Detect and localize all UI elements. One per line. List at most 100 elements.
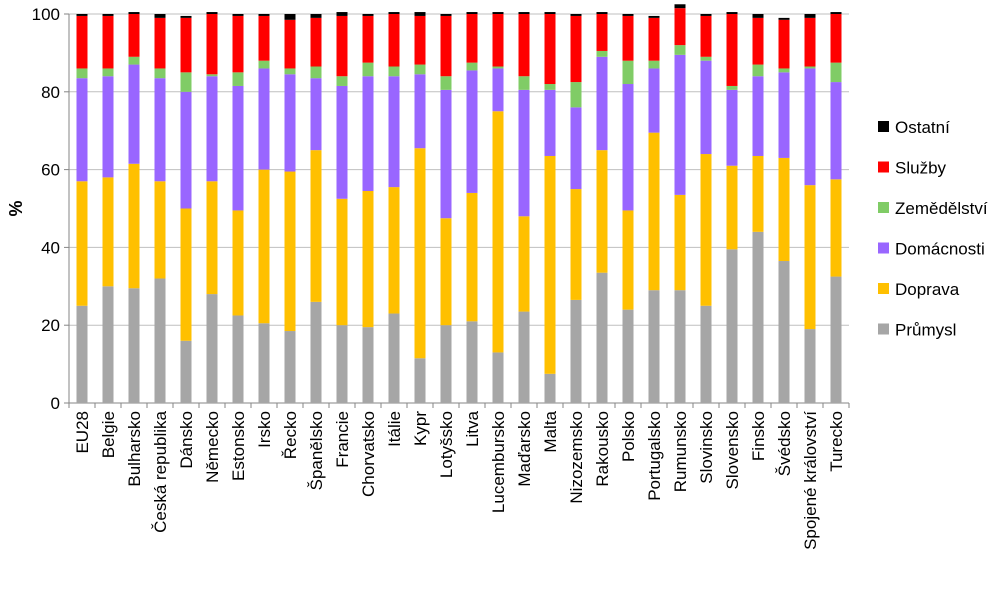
bar-segment [310,14,322,18]
bar-segment [804,68,816,186]
bar-segment [596,12,608,14]
bar-segment [674,4,686,9]
bar-segment [388,66,400,77]
bar-segment [544,12,556,14]
bar-segment [596,56,608,151]
bar-segment [362,15,374,63]
x-tick-label: Irsko [255,411,274,448]
bar-segment [700,305,712,403]
bar-segment [232,72,244,86]
bar-segment [154,78,166,182]
bar-segment [128,288,140,403]
legend-swatch [878,242,889,254]
bar-segment [336,198,348,326]
bar-segment [102,15,114,69]
bar-segment [414,358,426,403]
x-tick-label: Estonsko [229,411,248,481]
bar-segment [362,190,374,328]
bar-segment [466,192,478,322]
bar-segment [492,66,504,69]
bar-segment [544,155,556,374]
x-tick-label: Francie [333,411,352,468]
bar-segment [778,17,790,20]
bar-segment [440,89,452,219]
bar-segment [700,15,712,57]
legend-swatch [878,121,889,132]
bar-segment [128,12,140,14]
bar-segment [414,148,426,359]
x-tick-label: EU28 [73,411,92,454]
x-tick-label: Itálie [385,411,404,447]
bar-segment [726,89,738,166]
x-tick-label: Slovensko [723,411,742,489]
bar-segment [180,15,192,18]
x-tick-label: Malta [541,410,560,452]
bar-segment [76,305,88,403]
bar-segment [518,14,530,77]
y-tick-label: 0 [51,394,60,413]
bar-segment [674,45,686,55]
x-tick-label: Bulharsko [125,411,144,487]
bar-segment [440,15,452,77]
bar-segment [804,66,816,69]
bar-segment [804,17,816,67]
bar-segment [466,12,478,14]
bar-segment [206,294,218,403]
x-tick-label: Kypr [411,411,430,446]
bar-segment [804,185,816,330]
bar-segment [830,62,842,83]
x-tick-label: Finsko [749,411,768,461]
bar-segment [830,179,842,277]
bar-segment [206,181,218,295]
bar-segment [674,54,686,195]
bar-segment [206,76,218,182]
bar-segment [388,12,400,14]
bar-segment [570,107,582,190]
bar-segment [102,177,114,287]
bar-segment [414,12,426,16]
bar-segment [752,64,764,77]
legend-label: Ostatní [895,118,950,137]
x-tick-label: Německo [203,411,222,483]
bar-segment [102,76,114,178]
bar-segment [154,17,166,69]
bar-segment [648,68,660,133]
bar-segment [648,60,660,69]
bar-segment [362,76,374,191]
bar-segment [544,14,556,85]
bar-segment [492,68,504,112]
bar-segment [310,66,322,79]
bar-segment [570,189,582,300]
bar-segment [154,68,166,79]
bar-segment [570,299,582,403]
bar-segment [180,17,192,73]
bar-segment [596,272,608,403]
bar-segment [622,309,634,403]
bar-segment [336,325,348,403]
bar-segment [726,12,738,14]
bar-segment [180,208,192,341]
bar-segment [414,74,426,149]
bar-segment [128,56,140,65]
bar-segment [466,14,478,63]
bar-segment [622,15,634,61]
legend-swatch [878,202,889,213]
bar-segment [310,301,322,403]
bar-segment [102,68,114,77]
legend-label: Průmysl [895,321,956,340]
bar-segment [700,56,712,61]
bar-segment [258,60,270,69]
bar-segment [232,210,244,316]
bar-segment [700,14,712,16]
bar-segment [830,82,842,180]
legend-swatch [878,283,889,294]
bar-segment [232,14,244,16]
bar-segment [752,231,764,403]
bar-segment [284,19,296,69]
legend-swatch [878,323,889,335]
bar-segment [206,74,218,77]
bar-segment [466,321,478,403]
bar-segment [830,14,842,63]
x-tick-label: Belgie [99,411,118,458]
y-axis-label: % [6,200,26,216]
